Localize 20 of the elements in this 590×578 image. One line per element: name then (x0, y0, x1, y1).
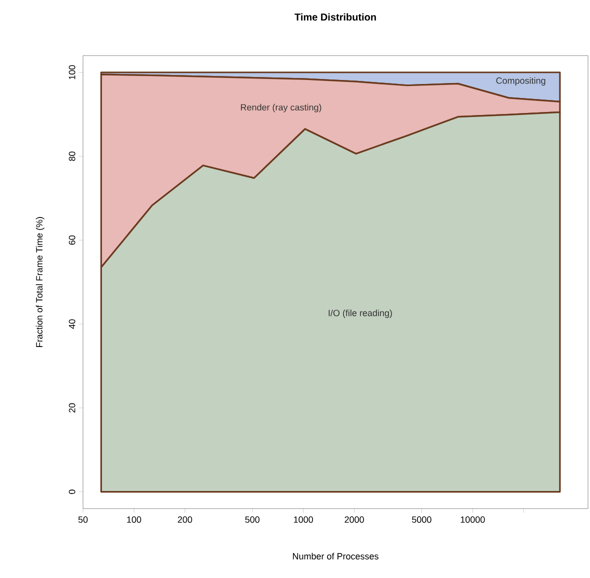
x-tick-label: 10000 (460, 516, 485, 523)
x-tick-label: 100 (127, 516, 142, 523)
x-tick-label: 200 (178, 516, 192, 523)
y-tick-label: 100 (68, 65, 76, 80)
x-tick-label: 50 (78, 516, 88, 523)
y-tick-label: 80 (68, 152, 76, 161)
x-tick-label: 1000 (294, 516, 313, 523)
series-label: Render (ray casting) (240, 104, 322, 112)
chart-title: Time Distribution (294, 13, 376, 21)
x-tick-label: 5000 (412, 516, 432, 523)
x-tick-label: 500 (245, 516, 260, 523)
y-tick-label: 60 (68, 235, 76, 245)
x-tick-label: 2000 (344, 516, 364, 523)
y-tick-label: 40 (68, 319, 76, 329)
x-axis-title: Number of Processes (292, 552, 378, 560)
series-label: I/O (file reading) (328, 310, 392, 318)
y-tick-label: 20 (68, 403, 76, 412)
y-tick-label: 0 (68, 490, 76, 494)
y-axis-title: Fraction of Total Frame Time (%) (36, 217, 44, 347)
series-label: Compositing (496, 77, 546, 86)
